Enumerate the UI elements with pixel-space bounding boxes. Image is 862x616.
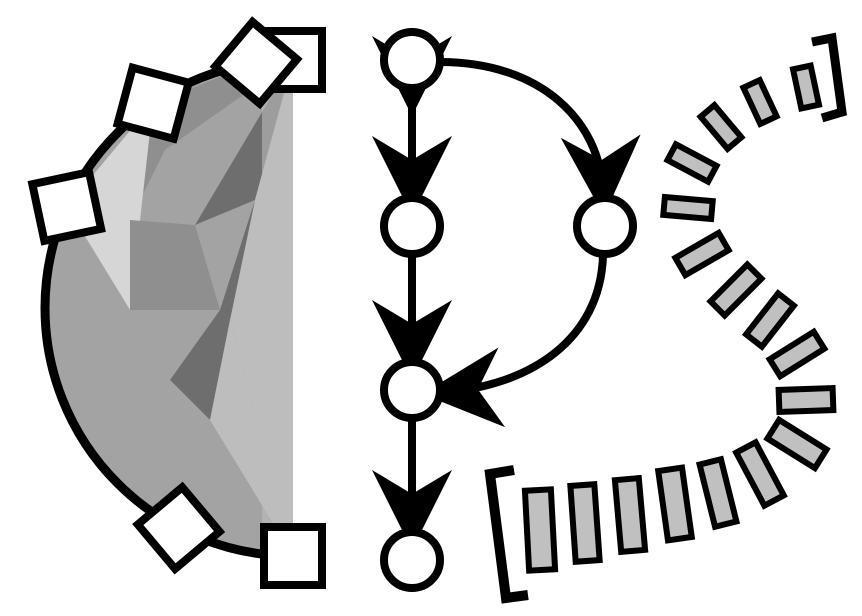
edge-curve (422, 255, 607, 428)
edge-curve (439, 58, 641, 216)
fan-region (170, 310, 230, 420)
wave-bar (660, 193, 716, 223)
graph-node (380, 528, 444, 592)
wave-bar (789, 62, 823, 112)
wave-bar (706, 260, 766, 320)
wave-bar (611, 474, 649, 556)
wave-brackets (484, 32, 847, 604)
semicircle-squares (27, 16, 326, 589)
graph-node (380, 358, 444, 422)
square-node (260, 523, 326, 589)
wave-bar (671, 228, 733, 280)
bracket-right (811, 32, 847, 123)
square-node (209, 16, 303, 110)
fan-region (66, 206, 170, 432)
wave-bar (741, 289, 799, 351)
wave-bars (521, 62, 837, 574)
graph-node (380, 194, 444, 258)
graph-node (380, 28, 444, 92)
wave-bar (765, 327, 829, 381)
semicircle-with-squares (27, 16, 326, 589)
wave-bar (763, 415, 831, 473)
wave-bar (739, 76, 781, 128)
wave-bar (654, 464, 696, 544)
square-node (27, 167, 106, 246)
semicircle-fan (45, 60, 293, 556)
wave-bar (732, 438, 788, 510)
wave-bar (775, 384, 837, 416)
wave-bar (567, 481, 603, 565)
bracket-left (484, 465, 529, 604)
graph-nodes (380, 28, 637, 592)
graph-edges (372, 36, 641, 550)
wave-bar (521, 486, 559, 574)
graph-node (573, 194, 637, 258)
bracketed-bar-wave (484, 32, 847, 604)
wave-bar (695, 455, 741, 531)
fan-region (130, 220, 220, 310)
node-graph (372, 28, 641, 592)
fan-region (220, 200, 255, 320)
fan-strip (262, 60, 293, 556)
wave-bar (663, 140, 721, 186)
wave-bar (696, 100, 746, 154)
fan-region (77, 380, 293, 556)
square-node (132, 481, 226, 575)
square-node (112, 62, 194, 144)
